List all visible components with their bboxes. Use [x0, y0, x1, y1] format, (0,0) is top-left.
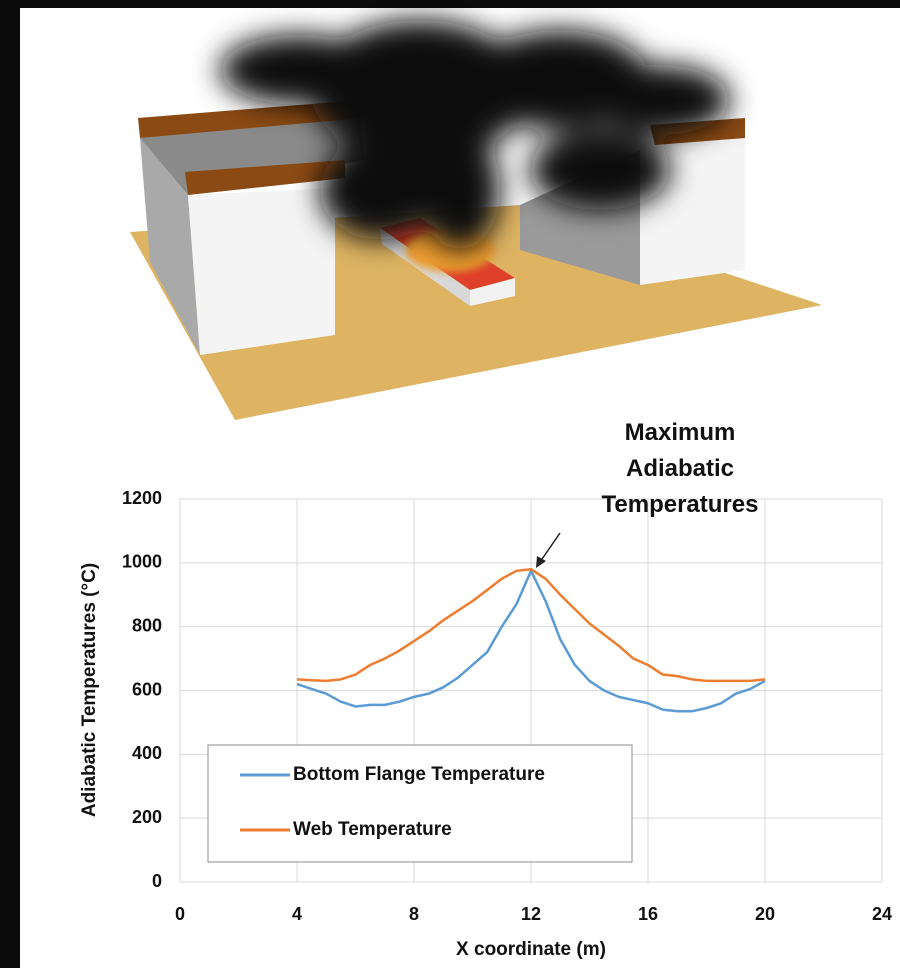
- x-tick-label: 16: [638, 904, 658, 924]
- x-axis-title: X coordinate (m): [456, 939, 606, 960]
- x-tick-label: 8: [409, 904, 419, 924]
- x-tick-label: 0: [175, 904, 185, 924]
- legend-box: [208, 745, 632, 862]
- annotation: Maximum Adiabatic Temperatures: [580, 415, 780, 523]
- y-tick-label: 600: [132, 679, 162, 699]
- x-tick-label: 24: [872, 904, 892, 924]
- y-tick-label: 800: [132, 615, 162, 635]
- y-tick-label: 1200: [122, 488, 162, 508]
- y-tick-label: 1000: [122, 552, 162, 572]
- annotation-arrow: [540, 533, 560, 562]
- x-tick-label: 4: [292, 904, 302, 924]
- legend-label: Bottom Flange Temperature: [293, 764, 545, 785]
- x-tick-label: 12: [521, 904, 541, 924]
- page: Adiabatic Temperatures (°C) X coordinate…: [0, 0, 900, 968]
- y-axis-title: Adiabatic Temperatures (°C): [79, 563, 100, 817]
- fire-scene: [130, 20, 822, 420]
- legend-label: Web Temperature: [293, 819, 452, 840]
- y-tick-label: 200: [132, 807, 162, 827]
- y-tick-label: 400: [132, 743, 162, 763]
- annotation-arrowhead: [536, 556, 546, 568]
- y-tick-label: 0: [152, 871, 162, 891]
- x-tick-label: 20: [755, 904, 775, 924]
